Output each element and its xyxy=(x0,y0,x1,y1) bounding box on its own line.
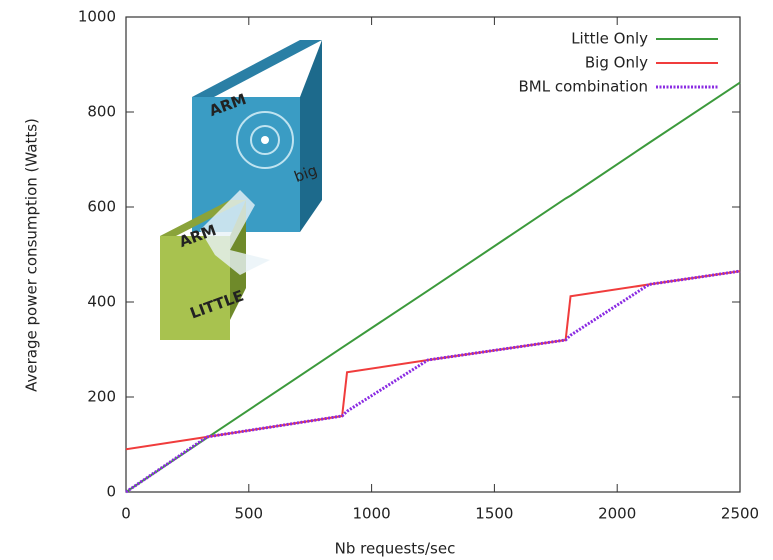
y-tick-label: 0 xyxy=(106,483,116,501)
x-tick-label: 1000 xyxy=(353,505,391,523)
y-tick-label: 600 xyxy=(87,198,116,216)
x-tick-label: 0 xyxy=(121,505,131,523)
logo-side xyxy=(300,40,322,232)
chart: Nb requests/sec Average power consumptio… xyxy=(0,0,773,560)
y-tick-label: 1000 xyxy=(78,8,116,26)
y-tick-label: 800 xyxy=(87,103,116,121)
x-tick-label: 2000 xyxy=(598,505,636,523)
y-tick-label: 200 xyxy=(87,388,116,406)
x-tick-label: 1500 xyxy=(475,505,513,523)
y-axis-label: Average power consumption (Watts) xyxy=(23,118,41,392)
x-tick-label: 2500 xyxy=(721,505,759,523)
legend-label: Little Only xyxy=(571,30,648,48)
legend-label: BML combination xyxy=(518,78,648,96)
x-axis-label: Nb requests/sec xyxy=(335,540,456,558)
x-tick-label: 500 xyxy=(234,505,263,523)
y-tick-label: 400 xyxy=(87,293,116,311)
logo-dot xyxy=(261,136,269,144)
logo-top xyxy=(192,40,322,97)
legend-label: Big Only xyxy=(585,54,648,72)
